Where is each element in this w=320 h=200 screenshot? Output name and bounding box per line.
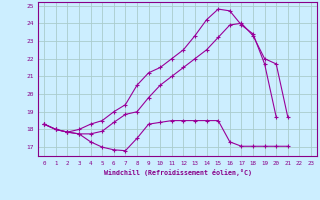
X-axis label: Windchill (Refroidissement éolien,°C): Windchill (Refroidissement éolien,°C): [104, 169, 252, 176]
